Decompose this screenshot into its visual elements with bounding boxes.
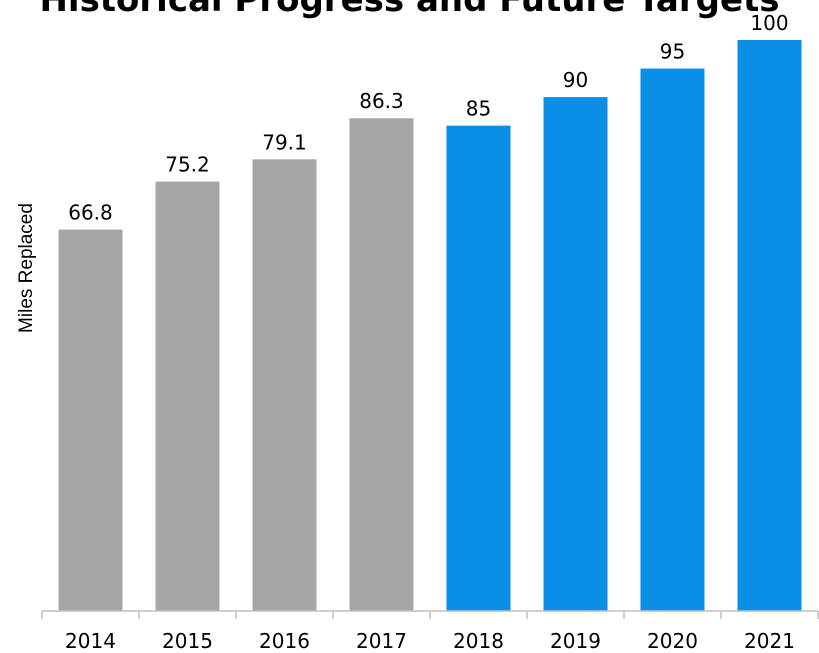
x-tick-label-2017: 2017 (356, 629, 407, 653)
data-label-2019: 90 (563, 68, 588, 92)
data-labels-layer: 66.8 75.2 79.1 86.3 85 90 95 100 (68, 11, 788, 225)
data-label-2014: 66.8 (68, 201, 113, 225)
data-label-2020: 95 (660, 40, 685, 64)
x-tick-label-2021: 2021 (744, 629, 795, 653)
x-tick-label-2019: 2019 (550, 629, 601, 653)
x-axis-tick-labels-layer: 2014 2015 2016 2017 2018 2019 2020 2021 (65, 629, 795, 653)
bar-2017 (349, 118, 414, 612)
data-label-2018: 85 (466, 97, 491, 121)
x-tick-label-2020: 2020 (647, 629, 698, 653)
bars-layer (58, 40, 802, 612)
bar-2015 (155, 181, 220, 611)
data-label-2016: 79.1 (262, 130, 307, 154)
data-label-2017: 86.3 (359, 89, 404, 113)
bar-2018 (446, 125, 511, 612)
x-tick-label-2016: 2016 (259, 629, 310, 653)
bar-2014 (58, 229, 123, 611)
x-tick-label-2018: 2018 (453, 629, 504, 653)
x-tick-label-2014: 2014 (65, 629, 116, 653)
x-tick-label-2015: 2015 (162, 629, 213, 653)
data-label-2015: 75.2 (165, 153, 210, 177)
bar-2021 (737, 40, 802, 611)
bar-2020 (640, 68, 705, 612)
x-axis-ticks-layer (41, 611, 819, 619)
bar-2019 (543, 97, 608, 612)
data-label-2021: 100 (750, 11, 788, 35)
bar-2016 (252, 159, 317, 612)
chart-title: Historical Progress and Future Targets (39, 0, 780, 20)
